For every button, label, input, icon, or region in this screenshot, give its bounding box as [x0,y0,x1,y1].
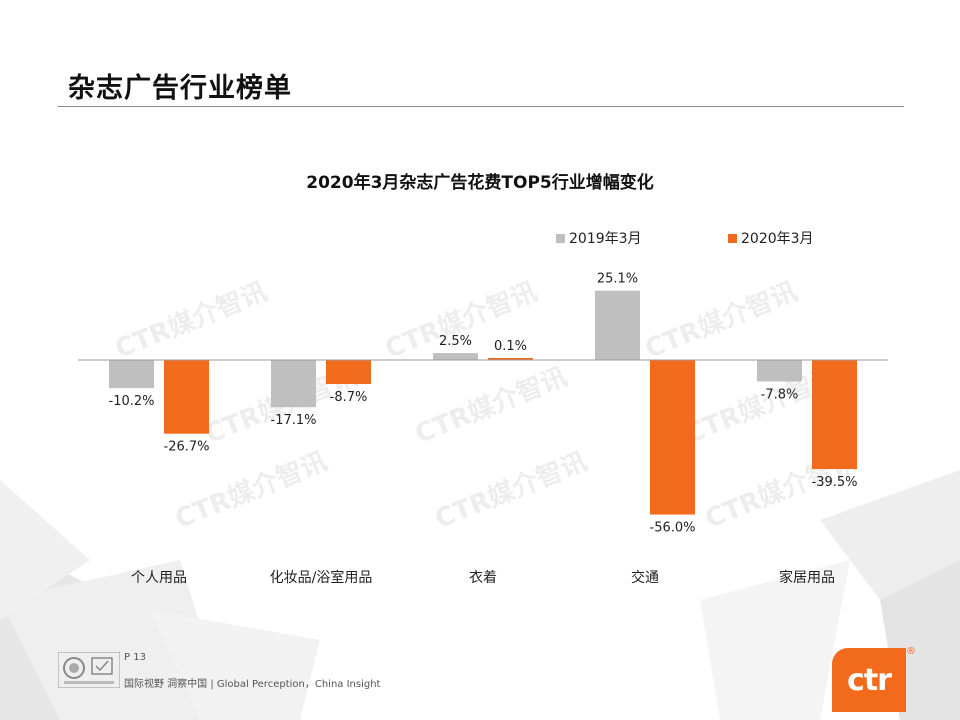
legend-swatch-2019 [556,233,565,243]
registered-mark: ® [906,646,916,657]
page-number: P 13 [124,652,146,663]
page-title: 杂志广告行业榜单 [68,73,292,104]
category-label: 交通 [631,569,659,586]
data-label: -8.7% [330,390,368,405]
certification-badge [58,652,120,688]
bar-2020 [812,360,857,470]
tagline: 国际视野 洞察中国 | Global Perception，China Insi… [124,679,381,690]
bar-2020 [326,360,371,385]
chart-title: 2020年3月杂志广告花费TOP5行业增幅变化 [306,173,654,193]
data-label: -56.0% [650,521,696,536]
data-label: -39.5% [812,475,858,490]
bar-2019 [109,360,154,389]
data-label: 0.1% [494,339,527,354]
bar-2020 [488,358,533,360]
legend-item-2020: 2020年3月 [728,228,814,248]
legend-swatch-2020 [728,233,737,243]
bar-2020 [650,360,695,515]
data-label: -10.2% [109,394,155,409]
bar-2019 [271,360,316,408]
category-label: 化妆品/浴室用品 [270,569,373,586]
category-label: 家居用品 [779,569,835,586]
bar-2019 [757,360,802,382]
bar-2019 [433,353,478,360]
legend-item-2019: 2019年3月 [556,228,642,248]
data-label: 2.5% [439,334,472,349]
legend-label-2020: 2020年3月 [741,231,814,247]
data-label: -7.8% [761,388,799,403]
category-label: 衣着 [469,570,497,586]
ctr-logo: ctr [832,648,906,712]
legend-label-2019: 2019年3月 [569,231,642,247]
bar-2020 [164,360,209,434]
category-label: 个人用品 [131,570,187,586]
data-label: -17.1% [271,413,317,428]
bar-2019 [595,290,640,360]
title-divider [58,106,904,107]
data-label: -26.7% [164,440,210,455]
data-label: 25.1% [597,272,638,287]
